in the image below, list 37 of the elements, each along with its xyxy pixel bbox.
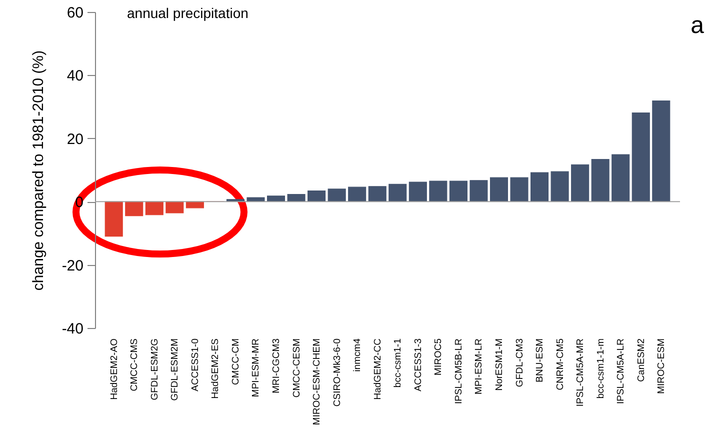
x-tick-label: ACCESS1-3 xyxy=(412,338,424,392)
x-tick-label: GFDL-ESM2M xyxy=(170,338,181,401)
x-tick-label: IPSL-CM5B-LR xyxy=(453,338,464,404)
x-tick-label: ACCESS1-0 xyxy=(190,338,201,392)
x-tick-label: MRI-CGCM3 xyxy=(271,338,282,394)
x-tick-label: HadGEM2-AO xyxy=(108,338,120,400)
x-tick-label: HadGEM2-CC xyxy=(372,338,384,400)
y-tick-label: 0 xyxy=(75,194,84,212)
y-tick-label: -40 xyxy=(62,320,84,338)
chart-title: annual precipitation xyxy=(127,5,248,21)
y-tick-label: 20 xyxy=(66,130,84,148)
x-tick-label: HadGEM2-ES xyxy=(210,338,222,399)
x-tick-label: CSIRO-Mk3-6-0 xyxy=(332,338,343,407)
x-tick-label: GFDL-CM3 xyxy=(514,338,526,388)
x-tick-label: MPI-ESM-MR xyxy=(250,338,262,398)
x-tick-label: CMCC-CMS xyxy=(129,338,140,392)
x-tick-label: MIROC-ESM xyxy=(656,338,668,394)
x-tick-label: MIROC-ESM-CHEM xyxy=(312,338,323,426)
x-tick-label: bcc-csm1-1-m xyxy=(595,338,606,399)
x-tick-label: MPI-ESM-LR xyxy=(474,338,485,394)
y-tick-label: 40 xyxy=(66,68,84,85)
x-tick-label: CMCC-CM xyxy=(230,338,242,385)
x-tick-label: CanESM2 xyxy=(636,338,647,382)
x-tick-label: IPSL-CM5A-MR xyxy=(575,338,586,407)
x-tick-label: CNRM-CM5 xyxy=(554,338,566,390)
x-tick-label: NorESM1-M xyxy=(494,338,505,391)
x-tick-label: bcc-csm1-1 xyxy=(392,338,404,388)
x-tick-label: inmcm4 xyxy=(352,338,364,372)
x-tick-label: GFDL-ESM2G xyxy=(149,338,160,400)
text: a xyxy=(690,12,705,39)
x-tick-label: MIROC5 xyxy=(433,338,444,376)
x-tick-label: CMCC-CESM xyxy=(291,338,302,398)
x-tick-label: BNU-ESM xyxy=(534,338,546,382)
y-tick-label: 60 xyxy=(66,4,84,22)
y-tick-label: -20 xyxy=(62,257,84,274)
x-tick-label: IPSL-CM5A-LR xyxy=(616,338,627,404)
y-axis-title: change compared to 1981-2010 (%) xyxy=(30,50,47,291)
